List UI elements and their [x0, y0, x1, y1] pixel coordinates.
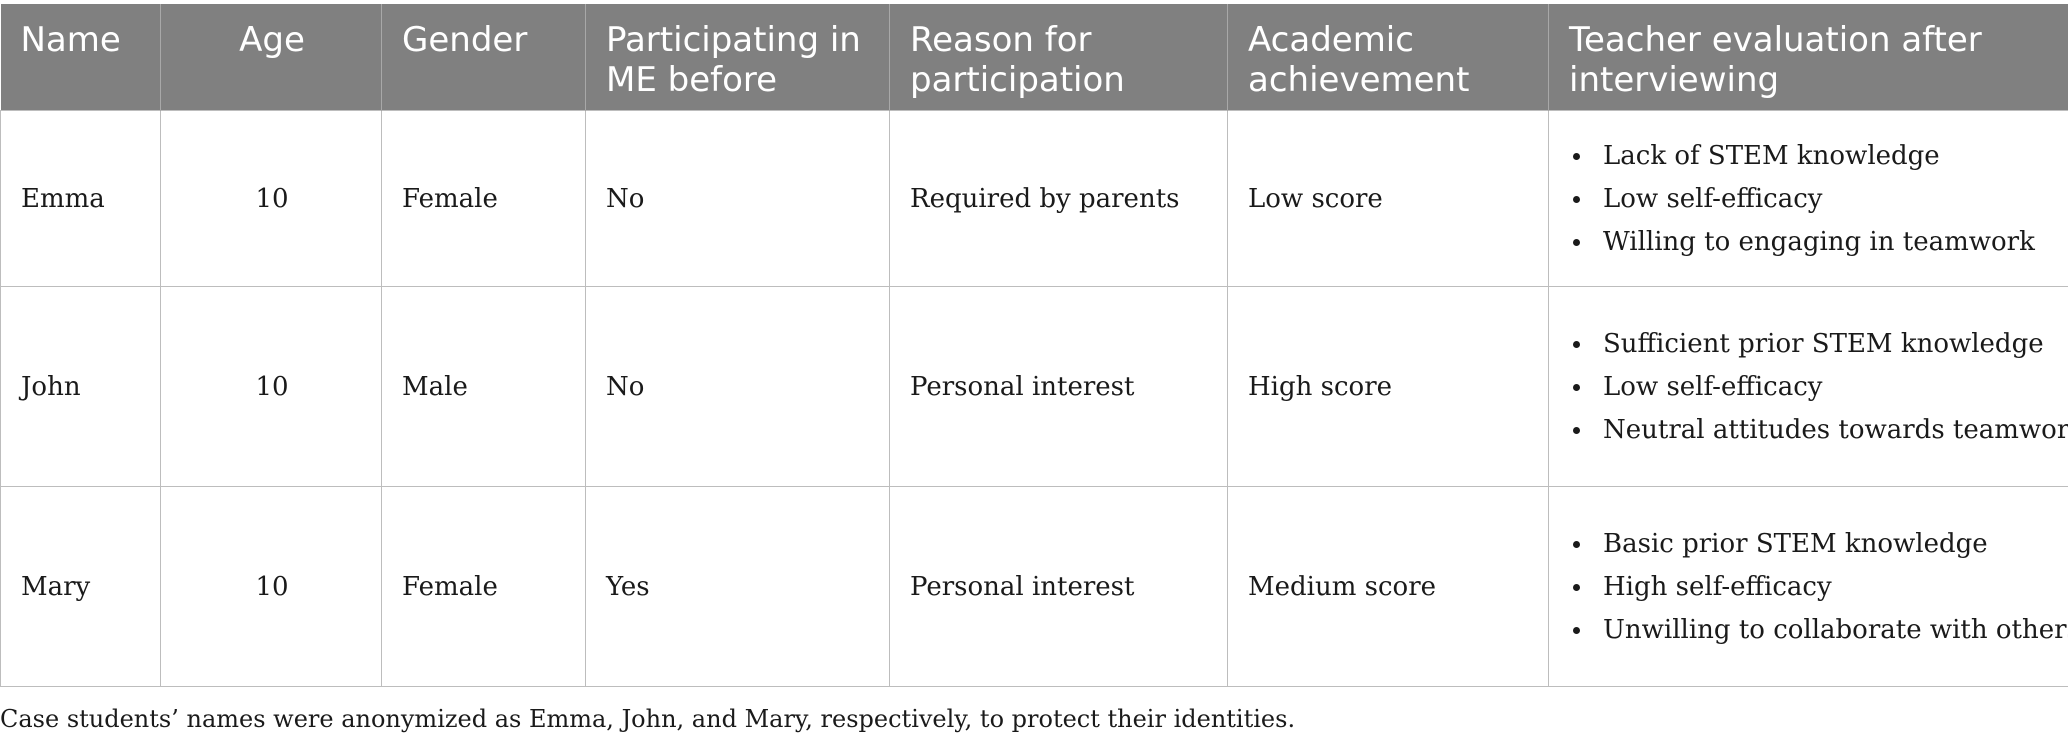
table-footnote: Case students’ names were anonymized as … [0, 705, 1296, 733]
cell-evaluation: Sufficient prior STEM knowledge Low self… [1548, 286, 2068, 487]
evaluation-list: Basic prior STEM knowledge High self-eff… [1569, 526, 2068, 648]
cell-achievement: High score [1227, 286, 1549, 487]
header-reason: Reason for participation [889, 4, 1228, 111]
header-name: Name [0, 4, 161, 111]
case-students-table-container: Name Age Gender Participating in ME befo… [0, 4, 2068, 687]
cell-reason: Required by parents [889, 110, 1228, 287]
evaluation-list: Sufficient prior STEM knowledge Low self… [1569, 326, 2068, 448]
table-row: John 10 Male No Personal interest High s… [0, 286, 2068, 487]
evaluation-item: Neutral attitudes towards teamwork [1573, 412, 2068, 448]
cell-achievement: Low score [1227, 110, 1549, 287]
header-gender: Gender [381, 4, 586, 111]
evaluation-item: Willing to engaging in teamwork [1573, 224, 2050, 260]
cell-name: Emma [0, 110, 161, 287]
cell-gender: Male [381, 286, 586, 487]
cell-age: 10 [160, 286, 382, 487]
evaluation-item: Low self-efficacy [1573, 181, 2050, 217]
cell-participated-before: No [585, 110, 890, 287]
cell-reason: Personal interest [889, 286, 1228, 487]
header-participated-before: Participating in ME before [585, 4, 890, 111]
header-age: Age [160, 4, 382, 111]
cell-age: 10 [160, 110, 382, 287]
header-evaluation: Teacher evaluation after interviewing [1548, 4, 2068, 111]
evaluation-item: Low self-efficacy [1573, 369, 2050, 405]
cell-achievement: Medium score [1227, 486, 1549, 687]
cell-participated-before: No [585, 286, 890, 487]
evaluation-item: Sufficient prior STEM knowledge [1573, 326, 2050, 362]
cell-reason: Personal interest [889, 486, 1228, 687]
table-row: Mary 10 Female Yes Personal interest Med… [0, 486, 2068, 687]
cell-age: 10 [160, 486, 382, 687]
evaluation-item: Basic prior STEM knowledge [1573, 526, 2050, 562]
cell-name: John [0, 286, 161, 487]
evaluation-item: Unwilling to collaborate with others [1573, 612, 2068, 648]
evaluation-item: Lack of STEM knowledge [1573, 138, 2050, 174]
cell-participated-before: Yes [585, 486, 890, 687]
cell-name: Mary [0, 486, 161, 687]
evaluation-item: High self-efficacy [1573, 569, 2050, 605]
header-achievement: Academic achievement [1227, 4, 1549, 111]
cell-evaluation: Lack of STEM knowledge Low self-efficacy… [1548, 110, 2068, 287]
cell-gender: Female [381, 486, 586, 687]
table-row: Emma 10 Female No Required by parents Lo… [0, 110, 2068, 287]
case-students-table: Name Age Gender Participating in ME befo… [0, 4, 2068, 687]
cell-evaluation: Basic prior STEM knowledge High self-eff… [1548, 486, 2068, 687]
cell-gender: Female [381, 110, 586, 287]
evaluation-list: Lack of STEM knowledge Low self-efficacy… [1569, 138, 2050, 260]
table-header-row: Name Age Gender Participating in ME befo… [0, 4, 2068, 111]
